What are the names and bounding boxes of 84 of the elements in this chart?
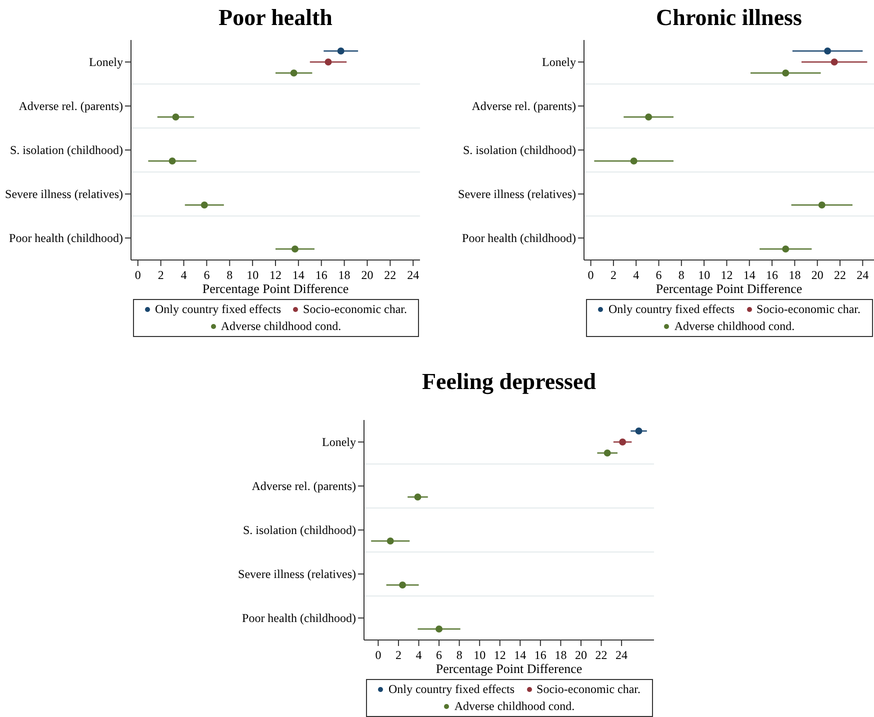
y-tick-label: Severe illness (relatives) xyxy=(458,187,576,201)
chart-title: Poor health xyxy=(218,5,332,30)
x-axis-title: Percentage Point Difference xyxy=(656,281,802,296)
x-tick-label: 10 xyxy=(246,268,259,282)
x-tick-label: 10 xyxy=(698,268,710,282)
x-tick-label: 18 xyxy=(338,268,350,282)
legend-label: Only country fixed effects xyxy=(608,302,735,317)
point xyxy=(818,202,826,208)
y-tick-label: Severe illness (relatives) xyxy=(5,187,123,201)
chart-title: Chronic illness xyxy=(656,5,802,30)
x-tick-label: 4 xyxy=(416,648,422,662)
y-tick-label: Lonely xyxy=(89,55,123,69)
y-tick-label: S. isolation (childhood) xyxy=(10,143,123,157)
x-tick-label: 18 xyxy=(788,268,801,282)
point xyxy=(168,158,176,164)
y-tick-label: Adverse rel. (parents) xyxy=(472,99,576,113)
point xyxy=(172,114,180,120)
legend-label: Socio-economic char. xyxy=(756,302,861,317)
x-tick-label: 20 xyxy=(361,268,374,282)
x-tick-label: 14 xyxy=(292,268,304,282)
x-tick-label: 22 xyxy=(595,648,608,662)
point xyxy=(604,450,611,456)
point xyxy=(414,494,422,500)
legend-label: Socio-economic char. xyxy=(303,302,408,317)
point xyxy=(782,70,790,76)
x-tick-label: 8 xyxy=(456,648,462,662)
x-tick-label: 12 xyxy=(494,648,506,662)
y-tick-label: Severe illness (relatives) xyxy=(238,567,356,581)
x-tick-label: 0 xyxy=(134,268,141,282)
x-tick-label: 4 xyxy=(633,268,640,282)
y-tick-label: S. isolation (childhood) xyxy=(243,523,356,537)
x-tick-label: 6 xyxy=(204,268,210,282)
y-tick-label: Poor health (childhood) xyxy=(242,611,356,625)
x-axis-title: Percentage Point Difference xyxy=(436,661,582,676)
legend-label: Adverse childhood cond. xyxy=(220,319,342,334)
x-tick-label: 16 xyxy=(315,268,328,282)
x-axis-title: Percentage Point Difference xyxy=(202,281,349,296)
x-tick-label: 12 xyxy=(270,268,282,282)
point xyxy=(782,246,790,252)
x-tick-label: 0 xyxy=(588,268,594,282)
x-tick-label: 16 xyxy=(766,268,778,282)
x-tick-label: 8 xyxy=(678,268,684,282)
x-tick-label: 4 xyxy=(180,268,187,282)
x-tick-label: 22 xyxy=(384,268,396,282)
y-tick-label: Poor health (childhood) xyxy=(9,231,123,245)
y-tick-label: Poor health (childhood) xyxy=(462,231,576,245)
point xyxy=(436,626,443,632)
x-tick-label: 2 xyxy=(610,268,616,282)
x-tick-label: 24 xyxy=(616,648,628,662)
point xyxy=(200,202,208,208)
x-tick-label: 6 xyxy=(436,648,442,662)
x-tick-label: 22 xyxy=(834,268,846,282)
point xyxy=(630,158,638,164)
x-tick-label: 0 xyxy=(375,648,382,662)
y-tick-label: Adverse rel. (parents) xyxy=(18,99,123,113)
x-tick-label: 12 xyxy=(720,268,733,282)
y-tick-label: Lonely xyxy=(322,435,356,449)
y-tick-label: Lonely xyxy=(542,55,576,69)
point xyxy=(291,246,298,252)
legend-label: Only country fixed effects xyxy=(154,302,282,317)
y-tick-label: Adverse rel. (parents) xyxy=(252,479,356,493)
legend-label: Socio-economic char. xyxy=(536,682,641,697)
x-tick-label: 6 xyxy=(656,268,662,282)
chart-title: Feeling depressed xyxy=(422,369,596,394)
x-tick-label: 20 xyxy=(574,648,587,662)
point xyxy=(645,114,652,120)
x-tick-label: 18 xyxy=(554,648,567,662)
y-tick-label: S. isolation (childhood) xyxy=(463,143,576,157)
x-tick-label: 20 xyxy=(811,268,824,282)
point xyxy=(290,70,298,76)
point xyxy=(386,538,394,544)
x-tick-label: 14 xyxy=(514,648,526,662)
legend-label: Adverse childhood cond. xyxy=(674,319,795,334)
x-tick-label: 24 xyxy=(407,268,420,282)
legend-label: Adverse childhood cond. xyxy=(454,699,575,714)
point xyxy=(399,582,406,588)
x-tick-label: 16 xyxy=(534,648,546,662)
x-tick-label: 2 xyxy=(395,648,402,662)
x-tick-label: 10 xyxy=(474,648,486,662)
x-tick-label: 2 xyxy=(158,268,164,282)
x-tick-label: 8 xyxy=(226,268,233,282)
x-tick-label: 14 xyxy=(743,268,756,282)
x-tick-label: 24 xyxy=(856,268,869,282)
legend-label: Only country fixed effects xyxy=(388,682,515,697)
